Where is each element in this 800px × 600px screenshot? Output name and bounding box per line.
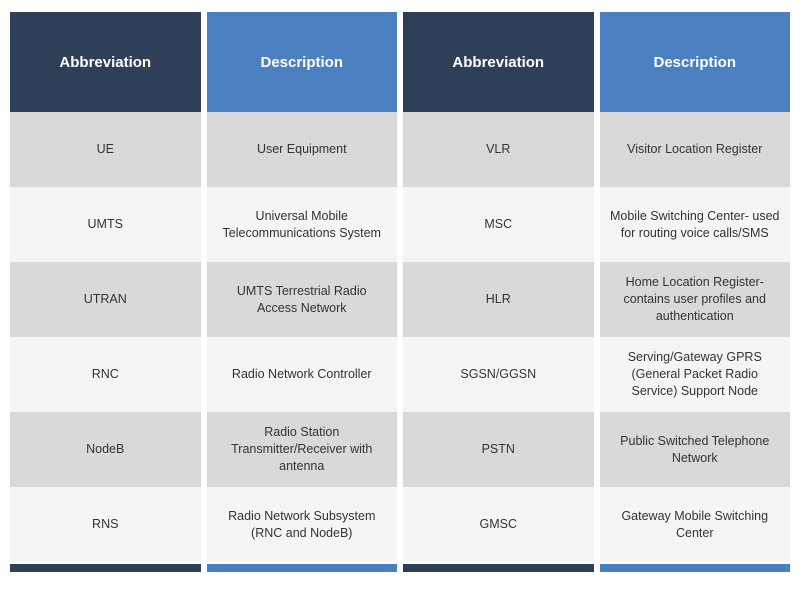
- col-accent: [207, 564, 398, 572]
- header-desc-1: Description: [207, 12, 398, 112]
- table-cell: UE: [10, 112, 201, 187]
- table-cell: NodeB: [10, 412, 201, 487]
- table-cell: SGSN/GGSN: [403, 337, 594, 412]
- abbreviations-table: Abbreviation UE UMTS UTRAN RNC NodeB RNS…: [10, 12, 790, 572]
- table-cell: Mobile Switching Center- used for routin…: [600, 187, 791, 262]
- table-cell: User Equipment: [207, 112, 398, 187]
- table-cell: Gateway Mobile Switching Center: [600, 487, 791, 562]
- col-accent: [10, 564, 201, 572]
- table-cell: Universal Mobile Telecommunications Syst…: [207, 187, 398, 262]
- col-abbrev-1: Abbreviation UE UMTS UTRAN RNC NodeB RNS: [10, 12, 201, 572]
- header-abbrev-1: Abbreviation: [10, 12, 201, 112]
- table-cell: UMTS: [10, 187, 201, 262]
- header-abbrev-2: Abbreviation: [403, 12, 594, 112]
- table-cell: Visitor Location Register: [600, 112, 791, 187]
- table-cell: Radio Station Transmitter/Receiver with …: [207, 412, 398, 487]
- table-cell: Public Switched Telephone Network: [600, 412, 791, 487]
- col-desc-2: Description Visitor Location Register Mo…: [600, 12, 791, 572]
- table-cell: Radio Network Subsystem (RNC and NodeB): [207, 487, 398, 562]
- table-cell: UMTS Terrestrial Radio Access Network: [207, 262, 398, 337]
- col-desc-1: Description User Equipment Universal Mob…: [207, 12, 398, 572]
- table-cell: HLR: [403, 262, 594, 337]
- table-cell: Radio Network Controller: [207, 337, 398, 412]
- table-cell: Serving/Gateway GPRS (General Packet Rad…: [600, 337, 791, 412]
- table-cell: Home Location Register- contains user pr…: [600, 262, 791, 337]
- table-cell: PSTN: [403, 412, 594, 487]
- table-cell: UTRAN: [10, 262, 201, 337]
- col-abbrev-2: Abbreviation VLR MSC HLR SGSN/GGSN PSTN …: [403, 12, 594, 572]
- col-accent: [600, 564, 791, 572]
- table-cell: RNS: [10, 487, 201, 562]
- table-cell: MSC: [403, 187, 594, 262]
- table-cell: GMSC: [403, 487, 594, 562]
- header-desc-2: Description: [600, 12, 791, 112]
- col-accent: [403, 564, 594, 572]
- table-cell: VLR: [403, 112, 594, 187]
- table-cell: RNC: [10, 337, 201, 412]
